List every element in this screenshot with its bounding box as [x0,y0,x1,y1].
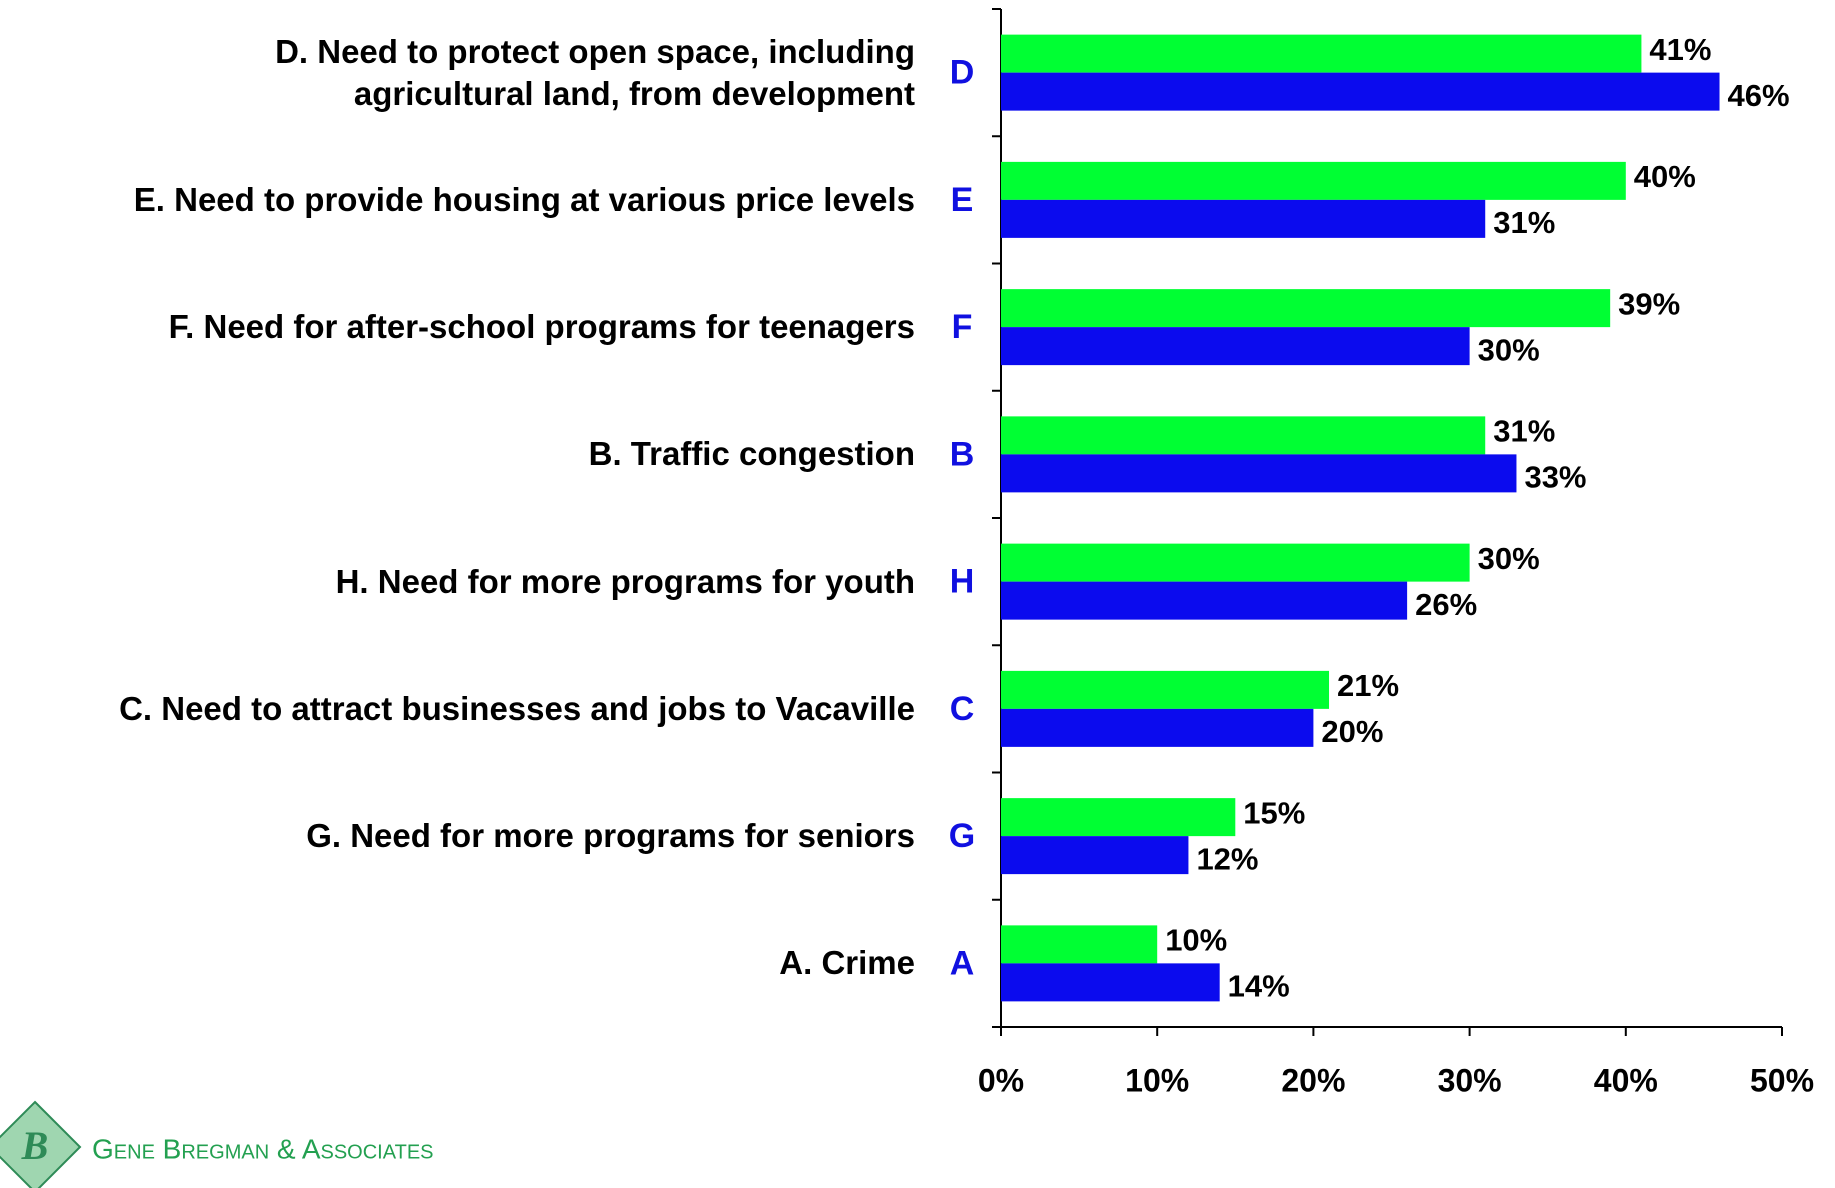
category-letter: F [952,308,973,346]
bar [1001,963,1220,1002]
bar [1001,543,1470,582]
bar [1001,416,1486,455]
x-tick-label: 20% [1281,1062,1345,1098]
value-label: 46% [1728,78,1790,113]
value-label: 15% [1243,795,1305,830]
x-tick-label: 40% [1594,1062,1658,1098]
category-label: H. Need for more programs for youth [335,562,915,600]
category-letter: C [950,690,975,728]
logo-text: Gene Bregman & Associates [92,1133,434,1164]
bar [1001,836,1189,875]
logo-monogram: B [21,1123,49,1168]
category-letter: G [949,817,975,855]
value-label: 33% [1524,460,1586,495]
value-label: 26% [1415,587,1477,622]
bar [1001,289,1611,328]
value-label: 39% [1618,286,1680,321]
category-label: B. Traffic congestion [588,435,915,473]
bar [1001,925,1158,964]
value-label: 10% [1165,923,1227,958]
value-label: 21% [1337,668,1399,703]
category-label: C. Need to attract businesses and jobs t… [119,689,915,727]
x-tick-label: 0% [978,1062,1024,1098]
category-label: D. Need to protect open space, including… [275,32,915,112]
bar [1001,581,1408,620]
category-label: F. Need for after-school programs for te… [168,308,915,346]
bar [1001,454,1517,493]
category-letter: D [950,54,975,92]
value-label: 31% [1493,414,1555,449]
category-letter: H [950,563,975,601]
x-tick-label: 50% [1750,1062,1814,1098]
value-label: 30% [1478,541,1540,576]
logo-diamond [0,1100,82,1188]
bar [1001,708,1314,747]
x-tick-label: 10% [1125,1062,1189,1098]
category-letter: B [950,435,975,473]
bar [1001,34,1642,73]
value-label: 31% [1493,205,1555,240]
value-label: 20% [1321,714,1383,749]
value-label: 30% [1478,332,1540,367]
category-label: G. Need for more programs for seniors [306,817,915,855]
value-label: 41% [1649,32,1711,67]
bar [1001,199,1486,238]
bar [1001,670,1330,709]
value-label: 40% [1634,159,1696,194]
bar [1001,327,1470,366]
category-label: A. Crime [779,944,915,982]
value-label: 14% [1228,969,1290,1004]
category-label: E. Need to provide housing at various pr… [133,180,915,218]
x-tick-label: 30% [1438,1062,1502,1098]
category-letter: A [950,944,975,982]
bar [1001,161,1626,200]
category-letter: E [951,181,974,219]
bar [1001,798,1236,837]
value-label: 12% [1196,841,1258,876]
bar [1001,72,1720,111]
logo: B [0,1100,82,1188]
